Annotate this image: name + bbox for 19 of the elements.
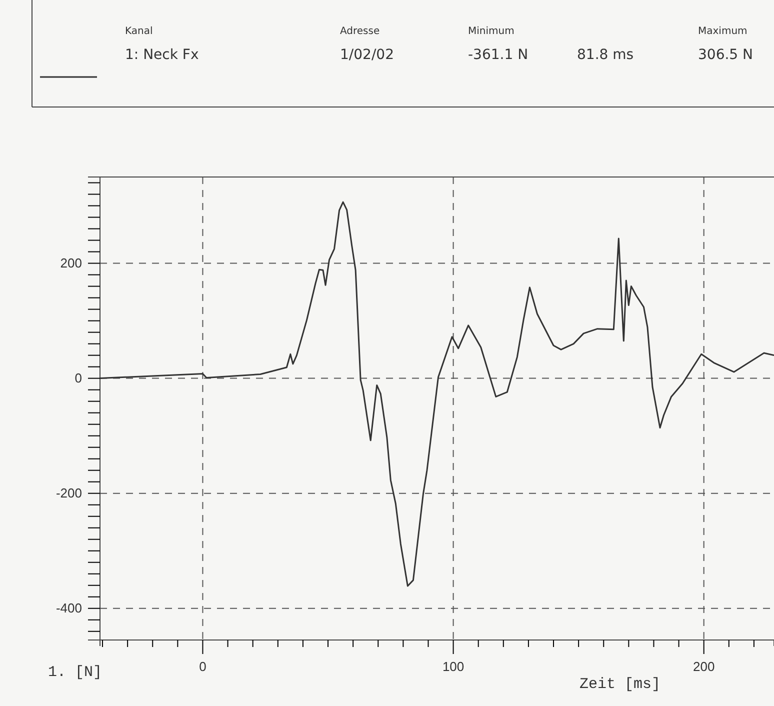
y-tick-label: 200 (60, 255, 82, 270)
text: Minimum (468, 26, 514, 37)
x-tick-label: 100 (442, 659, 464, 674)
x-axis-title: Zeit [ms] (579, 676, 661, 693)
text: -361.1 N (468, 47, 528, 63)
text: Adresse (340, 26, 380, 37)
x-tick-label: 200 (692, 659, 715, 674)
y-tick-label: -200 (56, 485, 82, 500)
text: 1/02/02 (340, 47, 394, 63)
text: 81.8 ms (577, 47, 634, 63)
y-axis-title: 1. [N] (48, 664, 102, 681)
text: Maximum (698, 26, 748, 37)
x-tick-label: 0 (199, 659, 206, 674)
text: 306.5 N (698, 47, 754, 63)
y-tick-label: -400 (56, 600, 82, 616)
text: 1: Neck Fx (125, 47, 199, 63)
text: Kanal (125, 26, 153, 37)
y-tick-label: 0 (74, 370, 82, 386)
line-series (99, 201, 774, 587)
